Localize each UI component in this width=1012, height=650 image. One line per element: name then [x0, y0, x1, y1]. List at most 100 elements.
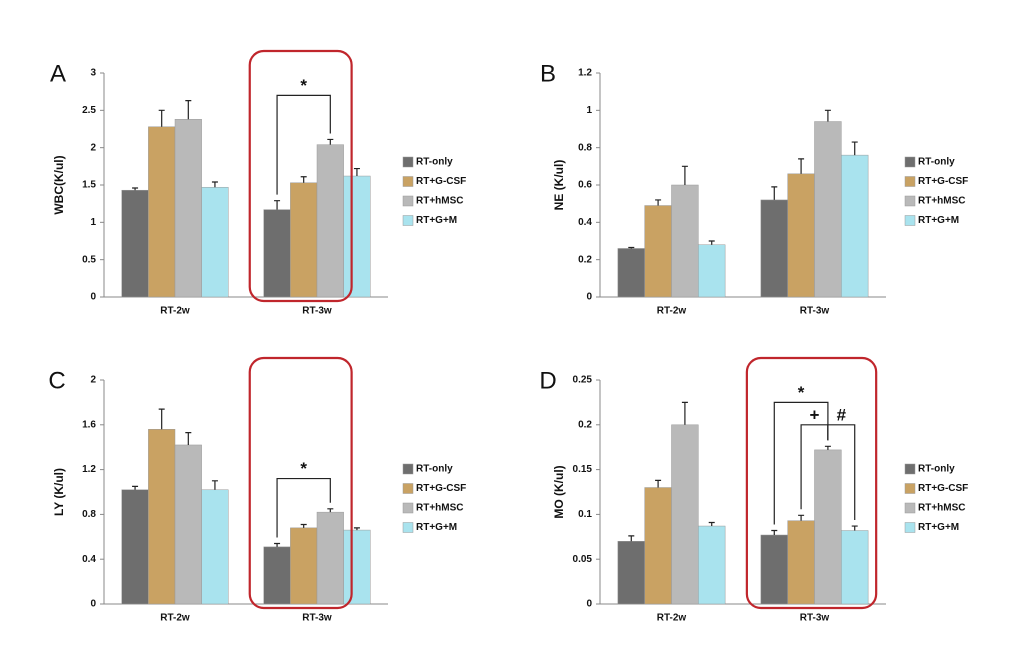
error-bar: [851, 525, 858, 531]
highlight-box: [248, 49, 353, 303]
legend-swatch: [904, 176, 916, 187]
legend-swatch: [904, 483, 916, 494]
y-tick-label: 2.5: [82, 105, 96, 116]
error-bar: [628, 535, 635, 542]
legend-swatch: [904, 156, 916, 168]
error-bar: [353, 527, 360, 531]
error-bar: [327, 508, 334, 513]
bar: [263, 546, 291, 605]
y-axis-label: MO (K/ul): [552, 465, 566, 518]
error-bar: [132, 485, 139, 490]
error-bar: [851, 141, 858, 156]
y-tick-label: 0: [586, 599, 592, 610]
x-tick-label: RT-3w: [302, 613, 332, 624]
legend-swatch: [402, 463, 414, 475]
bar: [617, 248, 645, 298]
error-bar: [185, 432, 192, 445]
y-axis-label: LY (K/ul): [52, 468, 66, 516]
error-bar: [300, 176, 307, 183]
error-bar: [185, 100, 192, 120]
bar: [201, 186, 229, 298]
bar: [698, 244, 726, 298]
significance-mark: *: [300, 76, 307, 95]
legend-swatch: [402, 502, 414, 514]
panel-label: C: [48, 367, 65, 394]
legend-label: RT-only: [918, 157, 955, 168]
bar: [760, 534, 788, 605]
bar: [148, 429, 176, 605]
error-bar: [274, 542, 281, 547]
legend-label: RT+G+M: [918, 522, 959, 533]
error-bar: [708, 521, 715, 527]
significance-mark: #: [837, 405, 847, 424]
bar: [814, 121, 842, 298]
legend-label: RT+G+M: [416, 522, 457, 533]
y-tick-label: 0: [586, 292, 592, 303]
bar: [263, 209, 291, 298]
legend-swatch: [402, 522, 414, 533]
legend-label: RT-only: [918, 464, 955, 475]
error-bar: [771, 529, 778, 536]
error-bar: [655, 479, 662, 488]
y-tick-label: 0: [90, 292, 96, 303]
bar: [841, 154, 869, 298]
y-tick-label: 0.2: [578, 254, 592, 265]
y-tick-label: 0.1: [578, 509, 592, 520]
bar: [343, 175, 371, 298]
y-tick-label: 1.2: [578, 68, 592, 79]
legend-swatch: [904, 215, 916, 226]
bar: [290, 182, 318, 298]
error-bar: [211, 181, 218, 188]
x-tick-label: RT-2w: [160, 613, 190, 624]
bar: [121, 189, 149, 298]
error-bar: [655, 199, 662, 206]
legend-label: RT+G-CSF: [416, 176, 466, 187]
panel-label: D: [539, 367, 556, 394]
legend-label: RT+G+M: [918, 215, 959, 226]
error-bar: [771, 186, 778, 200]
error-bar: [158, 109, 165, 127]
x-tick-label: RT-2w: [160, 306, 190, 317]
bar: [201, 489, 229, 605]
legend-swatch: [904, 195, 916, 207]
error-bar: [211, 480, 218, 490]
y-tick-label: 0.4: [578, 217, 592, 228]
y-tick-label: 0.6: [578, 180, 592, 191]
y-tick-label: 0.4: [82, 554, 96, 565]
y-tick-label: 2: [90, 142, 96, 153]
legend-swatch: [402, 156, 414, 168]
y-axis-label: WBC(K/ul): [52, 155, 66, 214]
error-bar: [300, 523, 307, 528]
x-tick-label: RT-2w: [657, 306, 687, 317]
panel-label: B: [540, 60, 556, 87]
y-axis-label: NE (K/ul): [552, 160, 566, 211]
bar: [121, 489, 149, 605]
legend-label: RT+hMSC: [416, 196, 464, 207]
y-tick-label: 1.2: [82, 464, 96, 475]
bar: [644, 205, 672, 298]
legend-swatch: [904, 463, 916, 475]
y-tick-label: 1.5: [82, 180, 96, 191]
error-bar: [353, 167, 360, 177]
bar: [644, 487, 672, 605]
legend-label: RT+hMSC: [918, 196, 966, 207]
highlight-box: [745, 356, 878, 610]
legend-swatch: [904, 502, 916, 514]
y-tick-label: 0.15: [573, 464, 593, 475]
legend-label: RT+G-CSF: [416, 483, 466, 494]
y-tick-label: 2: [90, 375, 96, 386]
legend-swatch: [402, 483, 414, 494]
bar: [174, 444, 202, 605]
error-bar: [274, 200, 281, 210]
significance-bracket: [276, 477, 331, 538]
error-bar: [628, 246, 635, 249]
x-tick-label: RT-3w: [302, 306, 332, 317]
x-tick-label: RT-3w: [800, 306, 830, 317]
panel-label: A: [50, 60, 66, 87]
error-bar: [158, 408, 165, 430]
error-bar: [132, 187, 139, 191]
error-bar: [708, 240, 715, 245]
error-bar: [824, 445, 831, 450]
x-tick-label: RT-3w: [800, 613, 830, 624]
significance-mark: *: [300, 459, 307, 478]
